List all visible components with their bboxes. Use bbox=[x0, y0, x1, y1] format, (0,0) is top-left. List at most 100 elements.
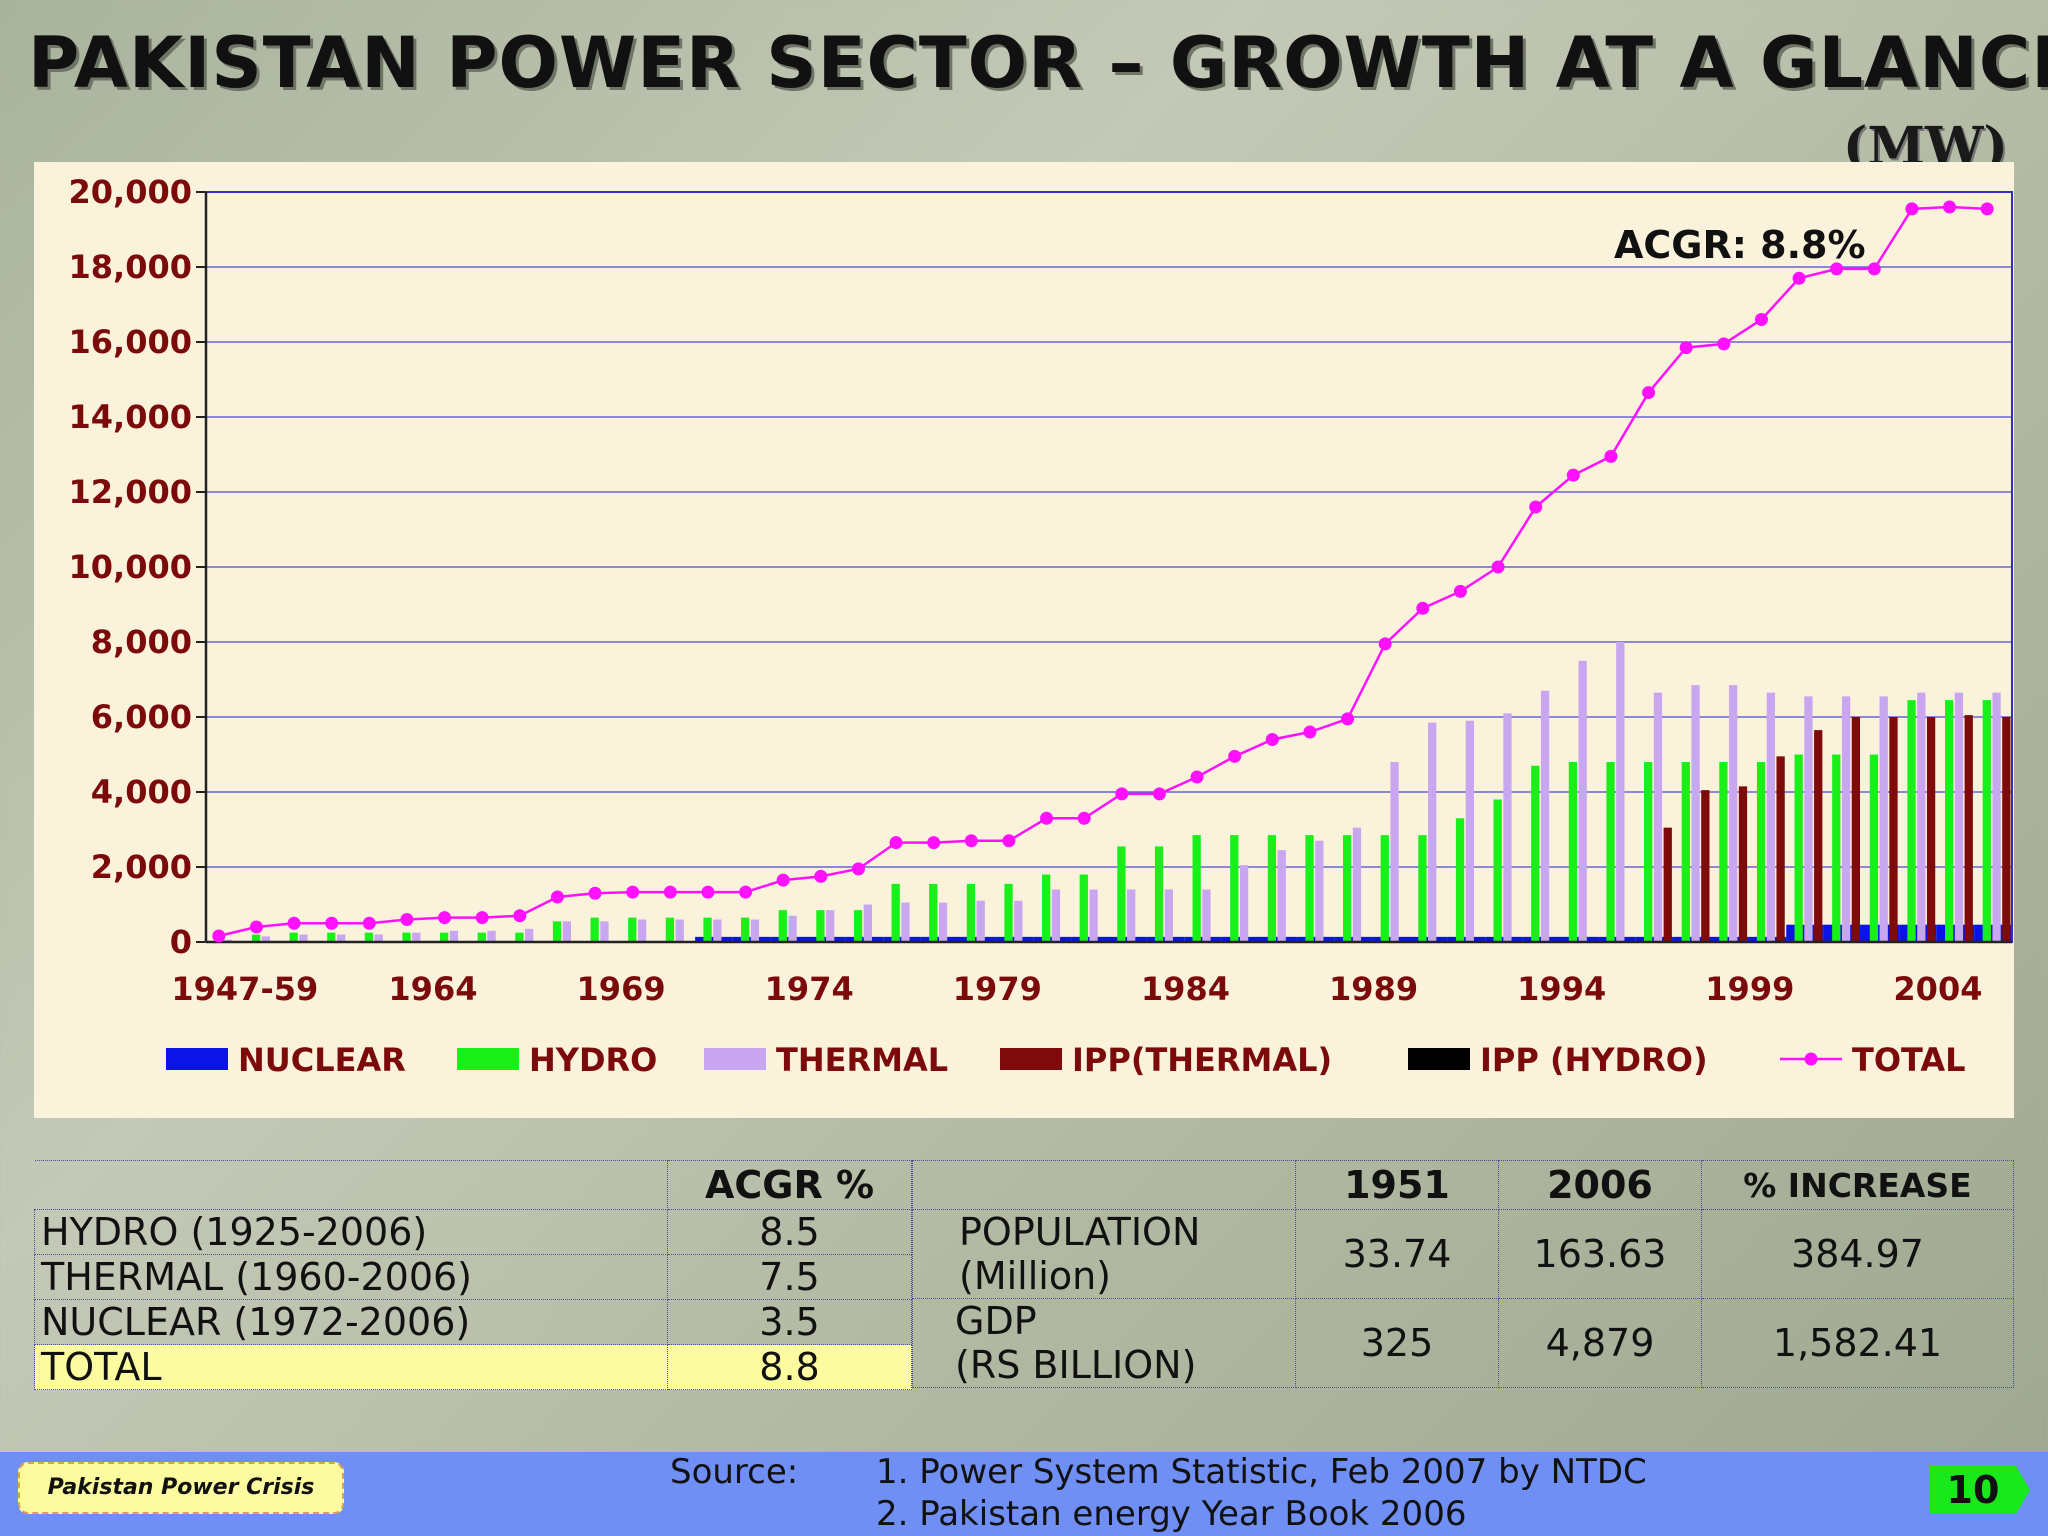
legend-item: THERMAL bbox=[704, 1041, 948, 1079]
legend-swatch bbox=[1000, 1048, 1062, 1070]
total-point bbox=[1152, 787, 1166, 801]
total-point bbox=[1529, 500, 1543, 514]
bar-hydro bbox=[1606, 762, 1615, 942]
bar-ipp-thermal- bbox=[1926, 717, 1936, 942]
bar-hydro bbox=[1455, 818, 1465, 942]
bar-hydro bbox=[289, 932, 298, 942]
acgr-header: ACGR % bbox=[667, 1160, 912, 1210]
page-number: 10 bbox=[1930, 1466, 2016, 1514]
total-point bbox=[1303, 725, 1317, 739]
bar-hydro bbox=[1493, 799, 1502, 942]
cell-1951: 33.74 bbox=[1295, 1209, 1499, 1299]
bar-ipp-thermal- bbox=[1814, 730, 1823, 942]
bar-thermal bbox=[487, 930, 496, 942]
row-label: GDP (RS BILLION) bbox=[912, 1298, 1296, 1388]
table-row: THERMAL (1960-2006) 7.5 bbox=[34, 1254, 912, 1300]
bar-hydro bbox=[364, 932, 374, 942]
total-point bbox=[325, 916, 339, 930]
bar-hydro bbox=[1719, 762, 1728, 942]
bar-hydro bbox=[1568, 762, 1578, 942]
footer-badge: Pakistan Power Crisis bbox=[18, 1462, 344, 1514]
bar-thermal bbox=[1804, 696, 1813, 942]
bar-thermal bbox=[1503, 713, 1512, 942]
y-tick-label: 6,000 bbox=[91, 698, 192, 736]
bar-thermal bbox=[788, 915, 797, 942]
cell-increase: 1,582.41 bbox=[1701, 1298, 2014, 1388]
acgr-row-label: HYDRO (1925-2006) bbox=[34, 1209, 668, 1255]
row-label-line1: GDP bbox=[955, 1299, 1037, 1343]
bar-thermal bbox=[901, 902, 910, 942]
table-row: POPULATION (Million) 33.74 163.63 384.97 bbox=[912, 1209, 2014, 1299]
total-point bbox=[1980, 202, 1994, 216]
total-point bbox=[1416, 601, 1430, 615]
y-tick-label: 2,000 bbox=[91, 848, 192, 886]
bar-thermal bbox=[1540, 690, 1550, 942]
chart-legend: NUCLEAR HYDRO THERMAL IPP(THERMAL) IPP (HYDR… bbox=[166, 1041, 1966, 1079]
bar-ipp-thermal- bbox=[1889, 717, 1898, 942]
table-row: GDP (RS BILLION) 325 4,879 1,582.41 bbox=[912, 1298, 2014, 1388]
table-row: NUCLEAR (1972-2006) 3.5 bbox=[34, 1299, 912, 1345]
bar-ipp-thermal- bbox=[1964, 715, 1973, 942]
cell-increase: 384.97 bbox=[1701, 1209, 2014, 1299]
bar-thermal bbox=[525, 928, 534, 942]
total-point bbox=[1378, 637, 1392, 651]
total-point bbox=[588, 886, 602, 900]
bar-thermal bbox=[449, 930, 459, 942]
legend-point-swatch bbox=[1804, 1052, 1818, 1066]
tick-labels: 0 2,000 4,000 6,000 8,000 10,000 12,000 14,000 1… bbox=[69, 173, 1983, 1008]
bar-thermal bbox=[1729, 685, 1738, 942]
table-row-total: TOTAL 8.8 bbox=[34, 1344, 912, 1390]
legend-swatch bbox=[457, 1048, 519, 1070]
bar-thermal bbox=[826, 910, 835, 942]
bar-hydro bbox=[1343, 835, 1352, 942]
bar-hydro bbox=[440, 932, 449, 942]
bar-hydro bbox=[1945, 700, 1954, 942]
page-number-arrow-icon bbox=[2016, 1466, 2030, 1514]
total-point bbox=[739, 885, 753, 899]
bar-thermal bbox=[1352, 827, 1362, 942]
bar-thermal bbox=[1127, 889, 1136, 942]
legend-item: HYDRO bbox=[457, 1041, 657, 1079]
bar-thermal bbox=[750, 919, 760, 942]
bar-hydro bbox=[1756, 762, 1766, 942]
y-tick-label: 10,000 bbox=[69, 548, 192, 586]
bar-thermal bbox=[562, 921, 571, 942]
bar-thermal bbox=[412, 932, 421, 942]
cell-2006: 163.63 bbox=[1498, 1209, 1702, 1299]
x-tick-label: 1969 bbox=[577, 970, 666, 1008]
x-tick-label: 1989 bbox=[1329, 970, 1418, 1008]
bar-hydro bbox=[1305, 835, 1314, 942]
y-tick-label: 20,000 bbox=[69, 173, 192, 211]
legend-item: IPP (HYDRO) bbox=[1408, 1041, 1708, 1079]
total-point bbox=[400, 913, 414, 926]
total-point bbox=[663, 885, 677, 899]
bar-hydro bbox=[1907, 700, 1916, 942]
x-tick-label: 1999 bbox=[1705, 970, 1794, 1008]
bar-hydro bbox=[515, 932, 524, 942]
bar-hydro bbox=[703, 917, 712, 942]
cell-2006: 4,879 bbox=[1498, 1298, 1702, 1388]
total-point bbox=[1679, 341, 1693, 355]
total-point bbox=[1040, 811, 1054, 825]
total-point bbox=[1341, 712, 1355, 726]
bar-ipp-thermal- bbox=[2002, 717, 2011, 942]
total-point bbox=[1792, 271, 1806, 285]
total-point bbox=[1717, 337, 1731, 351]
total-point bbox=[1754, 313, 1768, 326]
legend-swatch bbox=[166, 1048, 228, 1070]
bar-hydro bbox=[1230, 835, 1239, 942]
bar-thermal bbox=[1992, 692, 2001, 942]
bar-thermal bbox=[1465, 720, 1474, 942]
legend-item: TOTAL bbox=[1780, 1041, 1966, 1079]
total-point bbox=[1002, 834, 1016, 848]
bar-hydro bbox=[1832, 754, 1841, 942]
bar-ipp-thermal- bbox=[1738, 786, 1748, 942]
legend-label: HYDRO bbox=[529, 1041, 657, 1079]
total-point bbox=[1077, 811, 1091, 825]
total-point bbox=[1642, 386, 1656, 400]
bar-thermal bbox=[1766, 692, 1775, 942]
bar-thermal bbox=[976, 900, 985, 942]
total-point bbox=[249, 920, 263, 934]
y-tick-label: 0 bbox=[170, 923, 192, 961]
bar-ipp-thermal- bbox=[1701, 790, 1710, 942]
